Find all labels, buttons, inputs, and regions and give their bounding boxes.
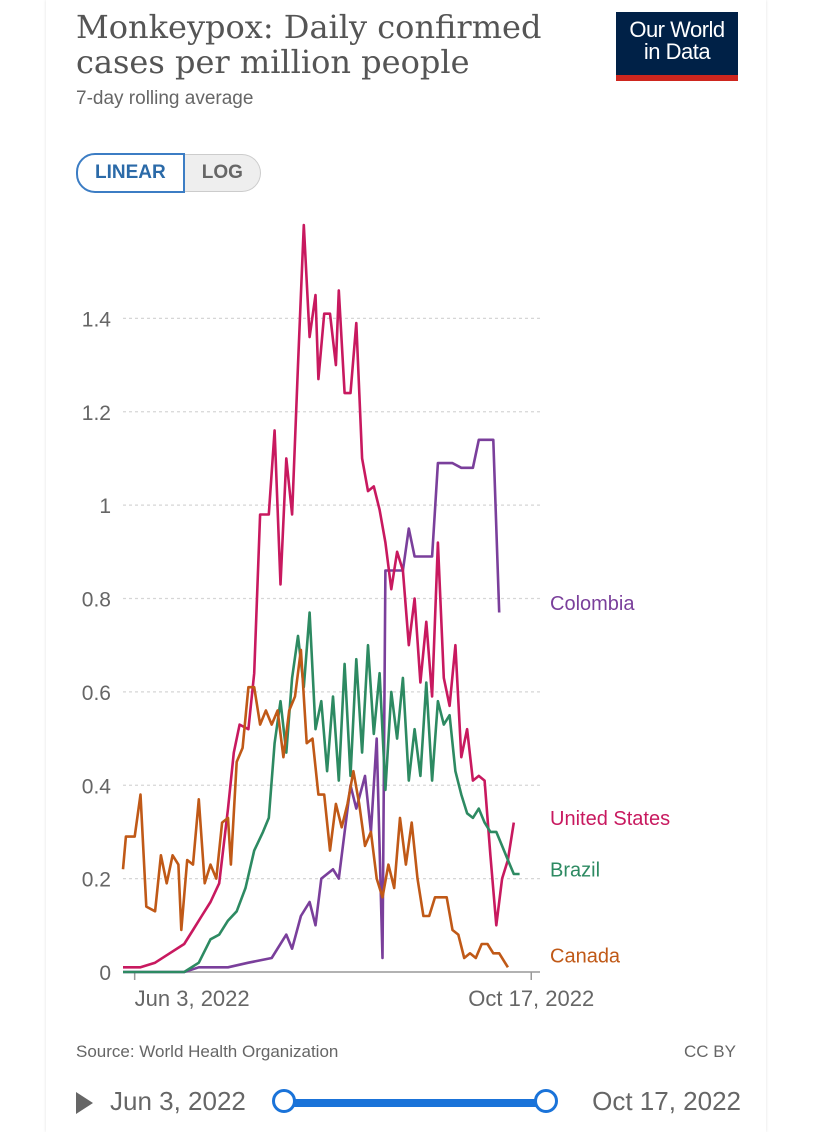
timeline-start-label: Jun 3, 2022 [110, 1086, 246, 1116]
gridlines [123, 317, 540, 880]
linear-scale-button[interactable]: LINEAR [76, 153, 185, 193]
y-tick-label: 1.4 [82, 308, 112, 331]
timeline-end-handle[interactable] [534, 1089, 558, 1113]
timeline-start-handle[interactable] [272, 1089, 296, 1113]
log-scale-button[interactable]: LOG [184, 154, 261, 192]
y-tick-label: 1.2 [82, 402, 111, 425]
timeline: Jun 3, 2022 Oct 17, 2022 [76, 1080, 741, 1124]
y-tick-label: 0.6 [82, 682, 111, 705]
y-tick-label: 1 [99, 495, 111, 518]
y-tick-label: 0.8 [82, 589, 111, 612]
series-line-brazil[interactable] [123, 611, 520, 974]
source-note: Source: World Health Organization [76, 1042, 339, 1061]
chart-card: Monkeypox: Daily confirmed cases per mil… [46, 0, 766, 1132]
play-icon[interactable] [76, 1092, 93, 1114]
x-tick-label: Jun 3, 2022 [135, 986, 250, 1011]
timeline-range-bar[interactable] [282, 1099, 548, 1107]
logo-line-2: in Data [643, 39, 711, 64]
series-lines [121, 223, 520, 974]
series-label-colombia[interactable]: Colombia [550, 593, 635, 615]
logo-line-1: Our World [629, 17, 725, 42]
series-line-united-states[interactable] [123, 223, 516, 969]
license-link[interactable]: CC BY [684, 1042, 736, 1061]
series-line-canada[interactable] [121, 648, 509, 968]
x-tick-label: Oct 17, 2022 [468, 986, 594, 1011]
chart-subtitle: 7-day rolling average [76, 88, 254, 109]
y-tick-label: 0 [99, 962, 111, 985]
scale-toggle: LINEAR LOG [76, 153, 261, 193]
timeline-end-label: Oct 17, 2022 [592, 1086, 741, 1116]
x-axis: Jun 3, 2022 Oct 17, 2022 [123, 971, 594, 1011]
chart-title: Monkeypox: Daily confirmed cases per mil… [76, 8, 542, 81]
series-end-labels: Colombia United States Brazil Canada [550, 593, 670, 967]
series-line-colombia[interactable] [123, 438, 501, 974]
series-label-canada[interactable]: Canada [550, 946, 621, 968]
y-tick-label: 0.4 [82, 775, 112, 798]
series-label-brazil[interactable]: Brazil [550, 859, 600, 881]
y-tick-label: 0.2 [82, 869, 111, 892]
owid-logo[interactable]: Our World in Data [616, 12, 738, 81]
series-label-united-states[interactable]: United States [550, 808, 670, 830]
y-axis-tick-labels: 0 0.2 0.4 0.6 0.8 1 1.2 1.4 [82, 308, 112, 985]
line-chart: 0 0.2 0.4 0.6 0.8 1 1.2 1.4 Jun 3, 2022 Oct 17, … [82, 223, 670, 1011]
